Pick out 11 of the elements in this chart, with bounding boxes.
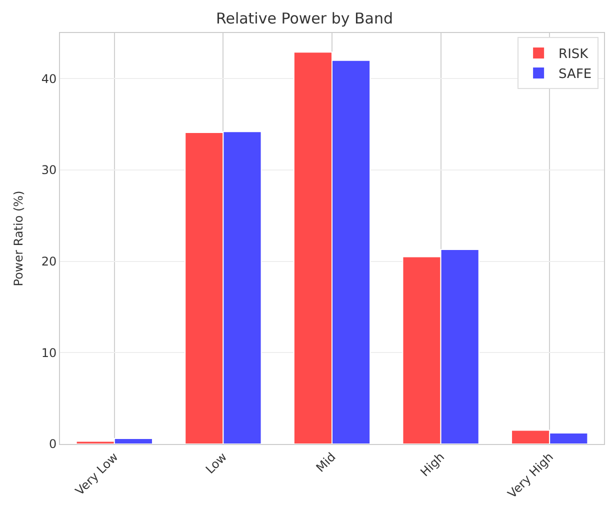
legend-label: RISK (558, 47, 589, 62)
y-tick-label: 20 (41, 254, 57, 269)
x-tick-label: Mid (313, 450, 338, 475)
y-tick-label: 40 (41, 72, 57, 86)
y-axis-title: Power Ratio (%) (12, 190, 26, 286)
y-tick-label: 0 (48, 437, 57, 452)
legend-label: SAFE (558, 67, 592, 82)
chart-title: Relative Power by Band (216, 9, 394, 28)
y-tick-label: 10 (41, 346, 57, 360)
x-tick-label: Low (202, 450, 230, 476)
y-tick-label: 30 (41, 163, 57, 178)
